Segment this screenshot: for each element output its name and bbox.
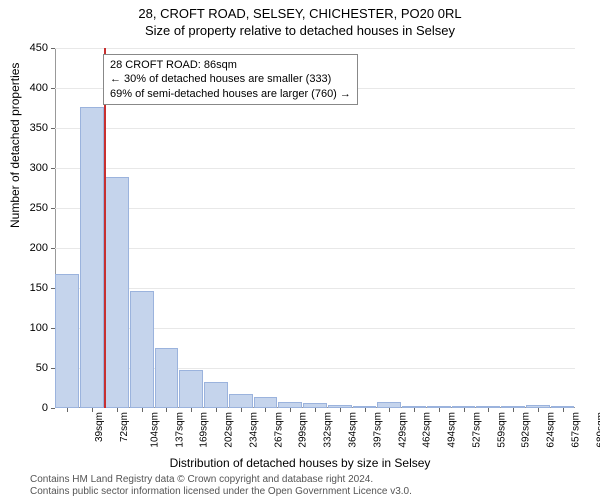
ytick-mark [51, 88, 55, 89]
ytick-mark [51, 368, 55, 369]
ytick-mark [51, 168, 55, 169]
footer-line2: Contains public sector information licen… [30, 486, 412, 498]
annotation-box: 28 CROFT ROAD: 86sqm ← 30% of detached h… [103, 54, 358, 105]
histogram-bar [105, 177, 129, 408]
xtick-mark [513, 408, 514, 412]
gridline [55, 288, 575, 289]
xtick-label: 267sqm [273, 412, 284, 448]
gridline [55, 248, 575, 249]
chart-title-sub: Size of property relative to detached ho… [0, 21, 600, 38]
histogram-bar [130, 291, 154, 408]
xtick-mark [464, 408, 465, 412]
histogram-bar [204, 382, 228, 408]
xtick-mark [538, 408, 539, 412]
ytick-label: 0 [0, 402, 48, 414]
xtick-label: 494sqm [447, 412, 458, 448]
xtick-label: 72sqm [119, 412, 130, 442]
histogram-bar [155, 348, 179, 408]
xtick-label: 527sqm [471, 412, 482, 448]
xtick-mark [414, 408, 415, 412]
ytick-label: 50 [0, 362, 48, 374]
xtick-mark [142, 408, 143, 412]
ytick-mark [51, 128, 55, 129]
annotation-line3: 69% of semi-detached houses are larger (… [110, 87, 351, 101]
xtick-label: 104sqm [149, 412, 160, 448]
xtick-label: 202sqm [224, 412, 235, 448]
ytick-label: 150 [0, 282, 48, 294]
xtick-mark [166, 408, 167, 412]
xtick-mark [315, 408, 316, 412]
gridline [55, 128, 575, 129]
xtick-label: 592sqm [521, 412, 532, 448]
ytick-label: 100 [0, 322, 48, 334]
xtick-label: 559sqm [496, 412, 507, 448]
xtick-label: 137sqm [174, 412, 185, 448]
annotation-line2: ← 30% of detached houses are smaller (33… [110, 72, 351, 86]
xtick-mark [117, 408, 118, 412]
xtick-label: 657sqm [570, 412, 581, 448]
histogram-bar [179, 370, 203, 408]
xtick-label: 462sqm [422, 412, 433, 448]
footer-attribution: Contains HM Land Registry data © Crown c… [30, 474, 412, 498]
xtick-label: 364sqm [348, 412, 359, 448]
xtick-label: 397sqm [372, 412, 383, 448]
annotation-line1: 28 CROFT ROAD: 86sqm [110, 58, 351, 72]
xtick-mark [563, 408, 564, 412]
ytick-label: 200 [0, 242, 48, 254]
xtick-mark [67, 408, 68, 412]
xtick-mark [365, 408, 366, 412]
xtick-mark [439, 408, 440, 412]
ytick-label: 450 [0, 42, 48, 54]
xtick-mark [191, 408, 192, 412]
histogram-bar [80, 107, 104, 408]
histogram-bar [254, 397, 278, 408]
ytick-label: 400 [0, 82, 48, 94]
xtick-mark [290, 408, 291, 412]
xtick-mark [265, 408, 266, 412]
xtick-label: 39sqm [94, 412, 105, 442]
ytick-mark [51, 248, 55, 249]
histogram-bar [55, 274, 79, 408]
ytick-mark [51, 208, 55, 209]
xtick-label: 332sqm [323, 412, 334, 448]
ytick-mark [51, 48, 55, 49]
footer-line1: Contains HM Land Registry data © Crown c… [30, 474, 412, 486]
ytick-mark [51, 328, 55, 329]
gridline [55, 208, 575, 209]
xtick-mark [389, 408, 390, 412]
x-axis-title: Distribution of detached houses by size … [0, 456, 600, 470]
xtick-label: 299sqm [298, 412, 309, 448]
xtick-mark [340, 408, 341, 412]
xtick-mark [488, 408, 489, 412]
ytick-label: 300 [0, 162, 48, 174]
xtick-label: 624sqm [546, 412, 557, 448]
chart-plot-area: 39sqm72sqm104sqm137sqm169sqm202sqm234sqm… [55, 48, 575, 408]
xtick-label: 234sqm [249, 412, 260, 448]
xtick-label: 689sqm [595, 412, 600, 448]
xtick-label: 429sqm [397, 412, 408, 448]
histogram-bar [229, 394, 253, 408]
ytick-mark [51, 408, 55, 409]
gridline [55, 168, 575, 169]
ytick-label: 350 [0, 122, 48, 134]
xtick-mark [216, 408, 217, 412]
gridline [55, 48, 575, 49]
xtick-label: 169sqm [199, 412, 210, 448]
chart-title-main: 28, CROFT ROAD, SELSEY, CHICHESTER, PO20… [0, 0, 600, 21]
ytick-label: 250 [0, 202, 48, 214]
xtick-mark [92, 408, 93, 412]
xtick-mark [241, 408, 242, 412]
ytick-mark [51, 288, 55, 289]
